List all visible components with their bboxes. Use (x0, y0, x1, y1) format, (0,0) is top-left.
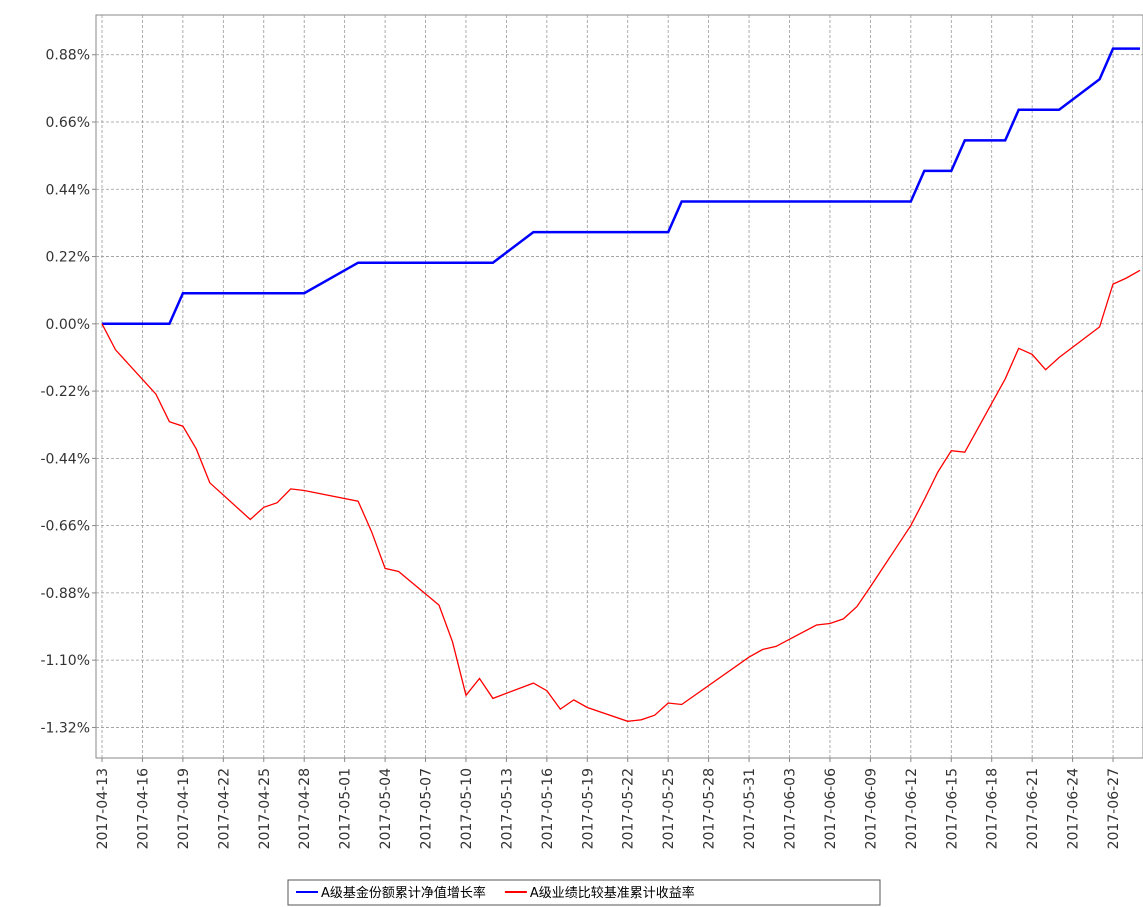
x-tick-label: 2017-06-03 (783, 768, 799, 849)
x-tick-label: 2017-04-25 (257, 768, 273, 849)
x-tick-label: 2017-05-22 (621, 768, 637, 849)
series-line (101, 269, 1141, 722)
x-tick-label: 2017-04-22 (216, 768, 232, 849)
legend: A级基金份额累计净值增长率 A级业绩比较基准累计收益率 (287, 879, 881, 906)
x-tick-label: 2017-06-09 (863, 768, 879, 849)
y-tick-label: -0.88% (40, 586, 90, 602)
x-tick-label: 2017-06-18 (985, 768, 1001, 849)
x-tick-label: 2017-05-01 (338, 768, 354, 849)
x-tick-label: 2017-06-24 (1066, 768, 1082, 849)
legend-label: A级业绩比较基准累计收益率 (530, 885, 695, 901)
legend-box (287, 879, 881, 906)
y-tick-label: 0.44% (46, 182, 90, 198)
y-tick-label: 0.66% (46, 115, 90, 131)
y-tick-label: 0.22% (46, 250, 90, 266)
grid (96, 15, 1143, 758)
series-line (102, 47, 1140, 326)
x-tick-label: 2017-04-13 (95, 768, 111, 849)
y-tick-label: 0.00% (46, 317, 90, 333)
x-tick-label: 2017-06-12 (904, 768, 920, 849)
x-tick-label: 2017-05-16 (540, 768, 556, 849)
x-tick-label: 2017-05-28 (702, 768, 718, 849)
y-tick-label: -0.22% (40, 384, 90, 400)
y-tick-label: -1.10% (40, 653, 90, 669)
x-tick-label: 2017-05-10 (459, 768, 475, 849)
y-tick-label: 0.88% (46, 48, 90, 64)
x-tick-label: 2017-05-25 (661, 768, 677, 849)
x-tick-label: 2017-06-21 (1025, 768, 1041, 849)
x-tick-label: 2017-05-19 (580, 768, 596, 849)
x-tick-label: 2017-06-27 (1106, 768, 1122, 849)
plot-frame (95, 14, 1143, 759)
x-tick-label: 2017-06-06 (823, 768, 839, 849)
y-tick-label: -0.44% (40, 451, 90, 467)
x-tick-label: 2017-04-16 (135, 768, 151, 849)
x-tick-label: 2017-04-28 (297, 768, 313, 849)
x-tick-label: 2017-06-15 (944, 768, 960, 849)
y-tick-label: -0.66% (40, 519, 90, 535)
x-tick-label: 2017-04-19 (176, 768, 192, 849)
x-tick-label: 2017-05-07 (419, 768, 435, 849)
x-tick-label: 2017-05-04 (378, 768, 394, 849)
y-tick-label: -1.32% (40, 720, 90, 736)
x-tick-label: 2017-05-13 (499, 768, 515, 849)
legend-label: A级基金份额累计净值增长率 (321, 885, 486, 901)
x-tick-label: 2017-05-31 (742, 768, 758, 849)
